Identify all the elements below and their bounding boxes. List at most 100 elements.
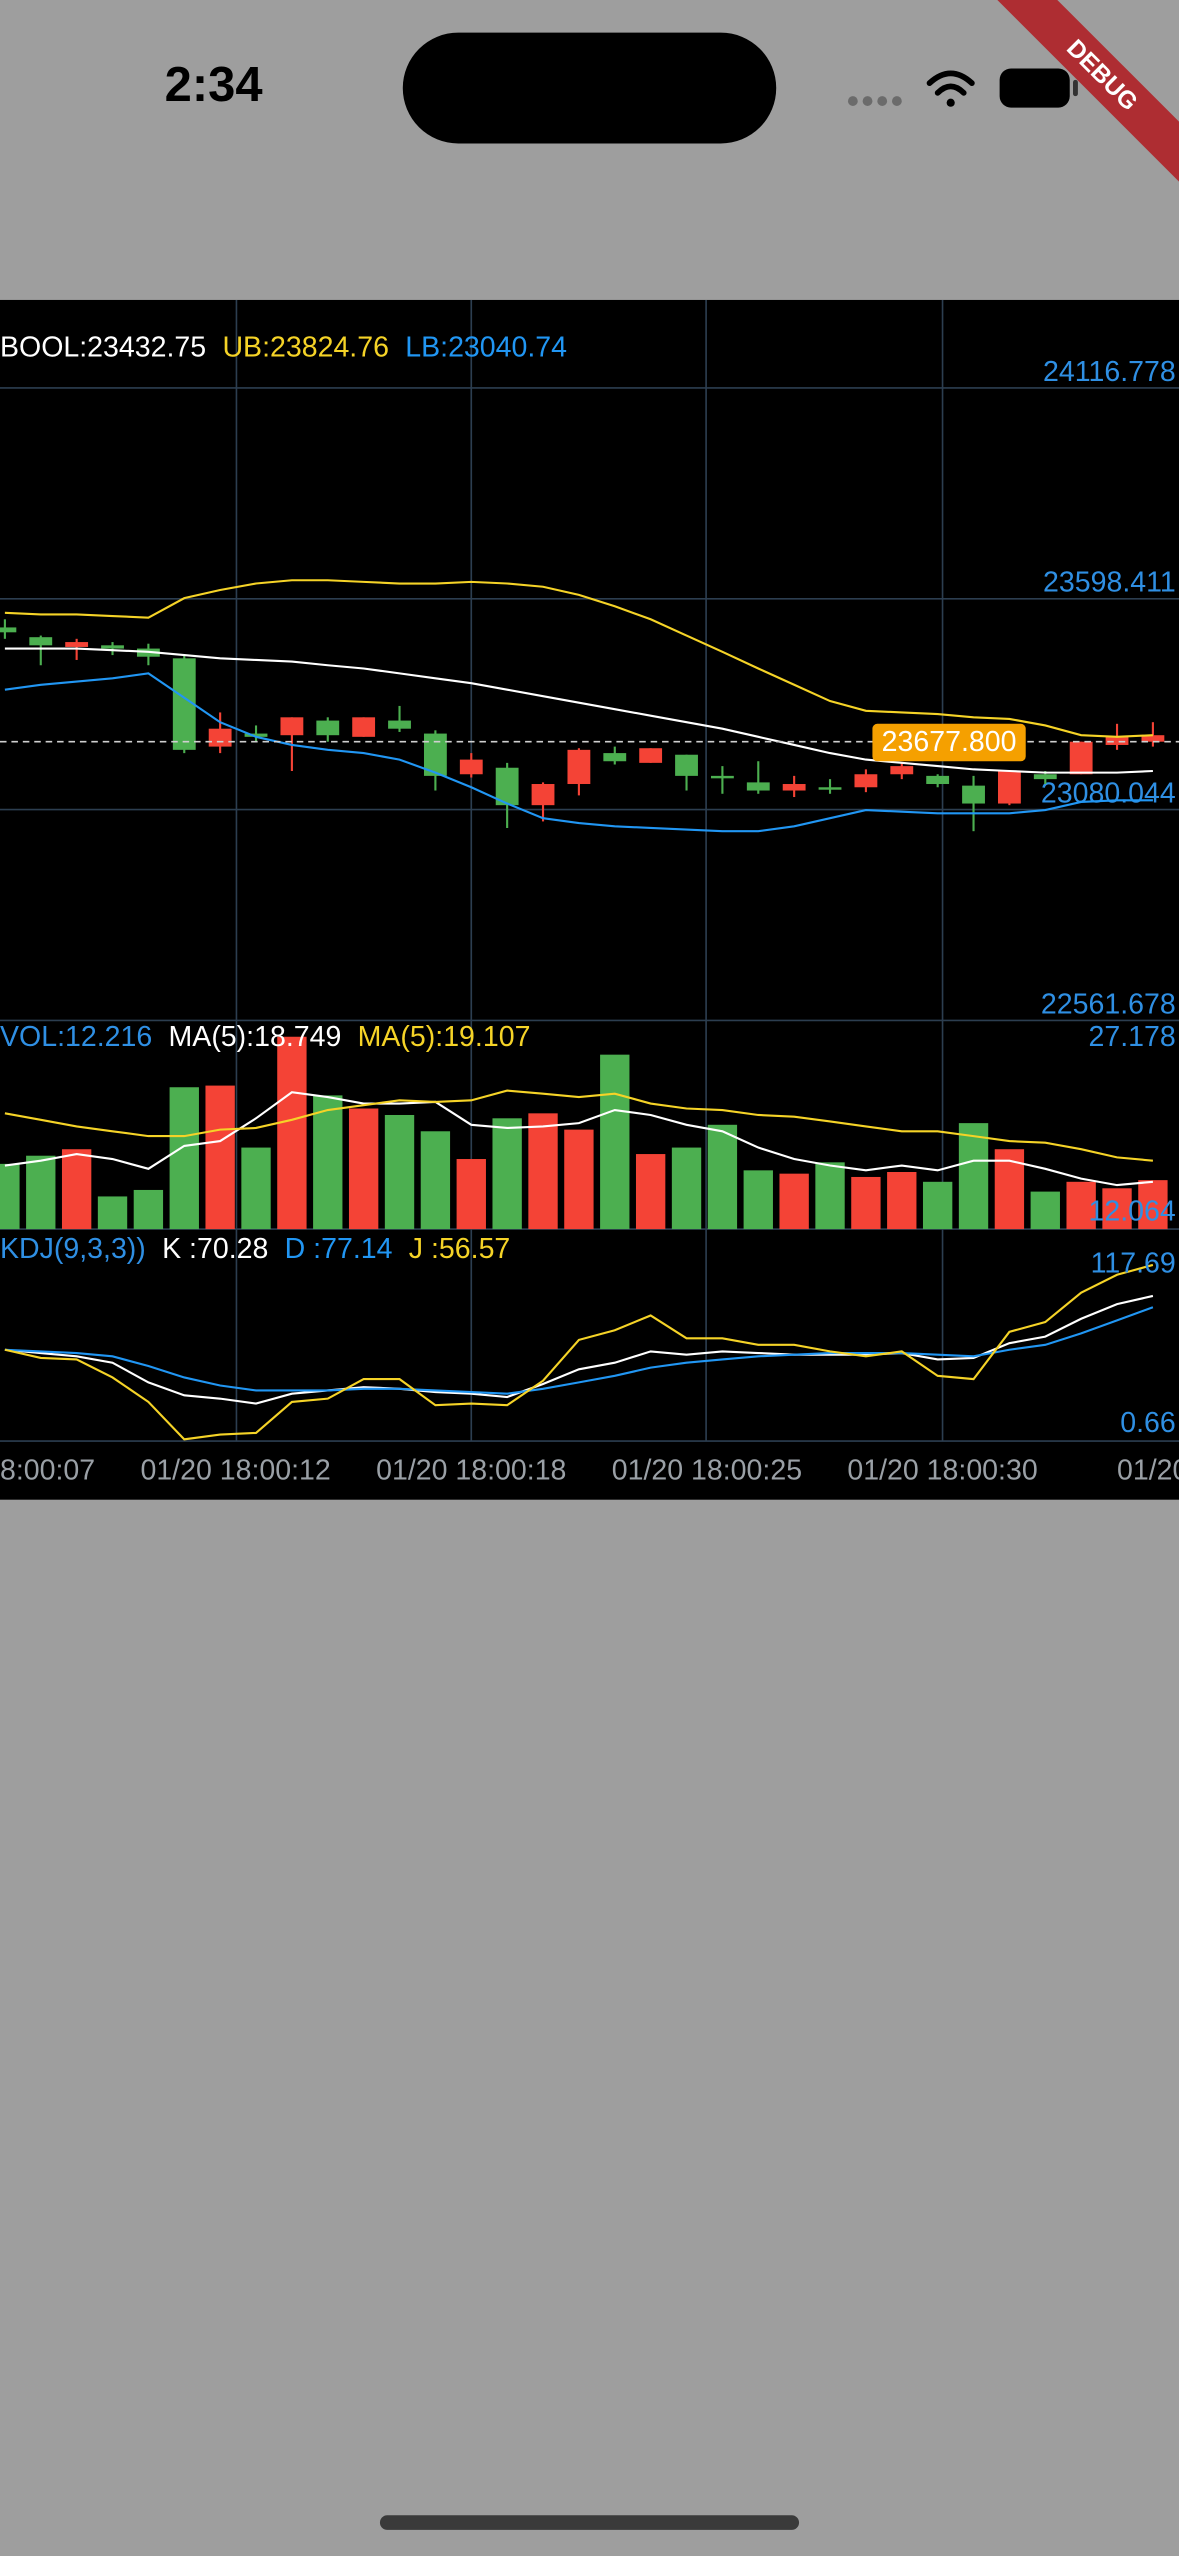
indicator-line bbox=[4, 579, 1153, 738]
candle-body bbox=[388, 720, 411, 729]
candle-body bbox=[997, 770, 1021, 804]
legend-item: MA(5):19.107 bbox=[358, 1021, 531, 1053]
candle-body bbox=[746, 782, 770, 791]
volume-bar bbox=[313, 1095, 343, 1230]
time-label: 01/20 18:00:18 bbox=[376, 1455, 566, 1487]
candle-body bbox=[567, 749, 591, 785]
chart-background bbox=[0, 299, 1179, 1500]
volume-bar bbox=[97, 1196, 128, 1230]
y-tick-label: 27.178 bbox=[1089, 1021, 1176, 1053]
legend-item: KDJ(9,3,3)) bbox=[0, 1233, 146, 1265]
indicator-line bbox=[4, 1263, 1154, 1441]
volume-bar bbox=[133, 1189, 164, 1230]
volume-bar bbox=[815, 1162, 845, 1230]
volume-bar bbox=[1102, 1188, 1132, 1230]
volume-bar bbox=[205, 1085, 235, 1230]
legend-item: BOOL:23432.75 bbox=[0, 331, 206, 363]
candle-body bbox=[1141, 735, 1165, 742]
legend-item: D :77.14 bbox=[285, 1233, 393, 1265]
volume-bar bbox=[528, 1113, 558, 1230]
volume-bar bbox=[743, 1170, 773, 1230]
y-tick-label: 23080.044 bbox=[1041, 777, 1176, 809]
volume-bar bbox=[1030, 1191, 1060, 1230]
candle-body bbox=[890, 766, 914, 775]
volume-bar bbox=[779, 1173, 809, 1230]
legend-item: MA(5):18.749 bbox=[169, 1021, 342, 1053]
y-tick-label: 117.69 bbox=[1091, 1247, 1176, 1279]
candle-body bbox=[962, 785, 985, 804]
volume-bar bbox=[169, 1087, 199, 1230]
candle-body bbox=[352, 717, 376, 737]
y-tick-label: 12.064 bbox=[1089, 1195, 1176, 1227]
y-tick-label: 22561.678 bbox=[1041, 988, 1176, 1020]
time-label: 01/20 18 bbox=[1117, 1455, 1179, 1487]
time-label: 01/20 18:00:12 bbox=[140, 1455, 330, 1487]
candle-body bbox=[531, 784, 555, 806]
indicator-line bbox=[4, 647, 1153, 774]
candle-body bbox=[1069, 741, 1093, 775]
wifi-icon bbox=[926, 70, 975, 107]
volume-bar bbox=[707, 1124, 738, 1230]
candle-body bbox=[782, 784, 806, 791]
volume-bar bbox=[277, 1036, 307, 1230]
candle-body bbox=[0, 627, 17, 633]
candle-body bbox=[29, 637, 53, 646]
legend-item: UB:23824.76 bbox=[222, 331, 389, 363]
time-label: 01/20 18:00:25 bbox=[612, 1455, 802, 1487]
status-time: 2:34 bbox=[165, 58, 263, 112]
candle-body bbox=[1033, 774, 1057, 780]
y-tick-label: 24116.778 bbox=[1043, 356, 1176, 388]
candle-body bbox=[639, 748, 663, 763]
indicator-line bbox=[4, 1091, 1154, 1187]
legend-item: K :70.28 bbox=[162, 1233, 268, 1265]
candle-body bbox=[101, 645, 124, 649]
indicator-line bbox=[4, 1294, 1154, 1405]
volume-bar bbox=[492, 1118, 522, 1230]
candle-body bbox=[818, 787, 842, 790]
dynamic-island bbox=[402, 32, 777, 144]
indicator-line bbox=[4, 1306, 1154, 1395]
price-tag-text: 23677.800 bbox=[882, 726, 1017, 758]
volume-bar bbox=[61, 1149, 92, 1230]
candle-body bbox=[926, 775, 950, 785]
y-tick-label: 23598.411 bbox=[1043, 567, 1176, 599]
legend-item: J :56.57 bbox=[409, 1233, 510, 1265]
volume-bar bbox=[922, 1181, 953, 1230]
volume-bar bbox=[348, 1108, 379, 1230]
signal-icon bbox=[847, 96, 902, 106]
candle-body bbox=[423, 733, 447, 776]
volume-bar bbox=[241, 1147, 271, 1230]
candle-body bbox=[603, 753, 627, 762]
candle-body bbox=[65, 642, 89, 647]
candle-body bbox=[1105, 736, 1129, 745]
legend-item: VOL:12.216 bbox=[0, 1021, 152, 1053]
volume-bar bbox=[420, 1131, 451, 1230]
volume-bar bbox=[0, 1163, 20, 1230]
volume-bar bbox=[635, 1154, 666, 1230]
volume-bar bbox=[26, 1155, 56, 1230]
volume-bar bbox=[671, 1147, 702, 1230]
volume-bar bbox=[851, 1176, 881, 1230]
volume-bar bbox=[958, 1123, 989, 1230]
volume-bar bbox=[600, 1054, 630, 1230]
volume-bar bbox=[1066, 1181, 1096, 1230]
price-tag bbox=[872, 723, 1026, 762]
battery-icon bbox=[999, 68, 1078, 108]
candle-body bbox=[280, 717, 304, 736]
candle-body bbox=[208, 728, 232, 747]
candle-body bbox=[495, 767, 519, 806]
volume-bar bbox=[564, 1129, 594, 1230]
volume-bar bbox=[887, 1172, 917, 1230]
indicator-line bbox=[4, 672, 1153, 833]
y-tick-label: 0.66 bbox=[1120, 1407, 1176, 1439]
candle-body bbox=[172, 658, 196, 750]
candle-body bbox=[710, 775, 734, 779]
volume-bar bbox=[384, 1114, 415, 1230]
volume-bar bbox=[1138, 1180, 1168, 1230]
time-label: 01/20 18:00:07 bbox=[0, 1455, 95, 1487]
home-indicator bbox=[379, 2515, 800, 2530]
candle-body bbox=[854, 774, 878, 788]
volume-bar bbox=[456, 1159, 486, 1230]
